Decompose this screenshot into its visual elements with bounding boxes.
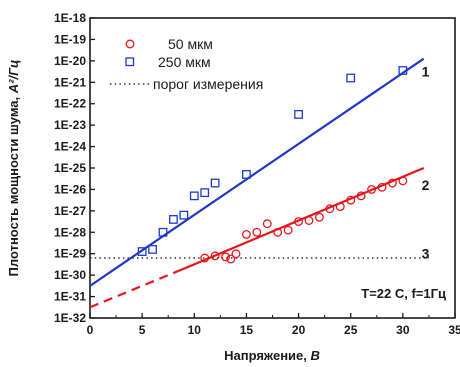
x-tick-label: 10 (188, 323, 202, 337)
legend-marker-250 (125, 57, 135, 67)
y-tick-label: 1E-21 (54, 75, 86, 89)
point-50um (262, 219, 272, 229)
point-50um (283, 225, 293, 235)
y-tick-label: 1E-29 (54, 247, 86, 261)
point-250um (242, 170, 251, 179)
y-tick-label: 1E-32 (54, 311, 86, 325)
point-50um (231, 249, 241, 259)
curve-labels: 1 2 3 (422, 64, 430, 262)
legend-label-50: 50 мкм (168, 36, 213, 52)
fit-line-1 (89, 57, 425, 287)
y-axis-title: Плотность мощности шума, А²/Гц (6, 60, 21, 277)
point-50um (314, 212, 324, 222)
point-250um (179, 210, 189, 220)
point-250um (137, 247, 147, 256)
point-250um (210, 178, 220, 188)
y-tick-label: 1E-19 (54, 32, 86, 46)
legend-label-250: 250 мкм (158, 54, 211, 70)
fit-line-2 (89, 269, 180, 309)
point-250um (200, 188, 210, 198)
point-50um (252, 227, 262, 237)
x-tick-label: 25 (344, 323, 358, 337)
legend-marker-50 (125, 39, 135, 49)
point-50um (367, 184, 377, 194)
point-50um (356, 191, 366, 201)
point-250um (158, 227, 168, 237)
x-tick-label: 35 (448, 323, 460, 337)
point-50um (335, 202, 345, 212)
point-50um (210, 251, 220, 261)
fit-lines (89, 57, 429, 309)
data-markers (137, 66, 408, 264)
y-tick-label: 1E-28 (54, 225, 86, 239)
point-250um (398, 66, 408, 75)
point-250um (189, 191, 199, 201)
curve-label-2: 2 (422, 177, 430, 193)
y-tick-label: 1E-18 (54, 11, 86, 25)
y-tick-label: 1E-20 (54, 54, 86, 68)
y-tick-label: 1E-25 (54, 161, 86, 175)
point-250um (169, 215, 178, 224)
y-tick-label: 1E-31 (54, 290, 86, 304)
curve-label-3: 3 (422, 246, 430, 262)
legend-label-threshold: порог измерения (153, 76, 263, 92)
point-50um (398, 176, 408, 186)
point-50um (387, 178, 397, 188)
conditions-annotation: T=22 С, f=1Гц (361, 286, 446, 301)
point-50um (304, 216, 314, 225)
y-tick-label: 1E-23 (54, 118, 86, 132)
point-50um (377, 182, 387, 192)
point-250um (346, 73, 356, 83)
x-axis: 0 5 10 15 20 25 30 35 (87, 313, 460, 337)
x-axis-title: Напряжение, В (224, 348, 320, 363)
y-tick-label: 1E-27 (54, 204, 86, 218)
point-50um (241, 229, 251, 239)
x-tick-label: 30 (396, 323, 410, 337)
plot-frame (89, 17, 456, 319)
y-tick-label: 1E-26 (54, 182, 86, 196)
y-tick-label: 1E-24 (54, 140, 86, 154)
y-tick-label: 1E-30 (54, 268, 86, 282)
point-250um (148, 245, 157, 254)
x-tick-label: 20 (292, 323, 306, 337)
point-50um (221, 252, 231, 262)
point-50um (294, 217, 304, 227)
y-tick-label: 1E-22 (54, 97, 86, 111)
point-50um (346, 195, 356, 205)
point-250um (294, 110, 303, 119)
x-tick-label: 15 (240, 323, 254, 337)
x-tick-label: 5 (139, 323, 146, 337)
point-50um (226, 254, 236, 264)
curve-label-1: 1 (422, 64, 430, 80)
point-50um (325, 204, 335, 214)
point-50um (200, 253, 210, 263)
y-axis: 1E-32 1E-31 1E-30 1E-29 1E-28 1E-27 1E-26 1E-25… (54, 11, 95, 325)
legend: 50 мкм 250 мкм порог измерения (110, 36, 263, 92)
x-tick-label: 0 (87, 323, 94, 337)
point-50um (273, 227, 283, 237)
